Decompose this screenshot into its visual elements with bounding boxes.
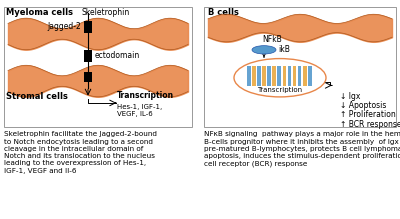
Bar bbox=[272, 66, 276, 85]
Bar bbox=[84, 21, 92, 33]
Bar bbox=[84, 72, 92, 82]
Bar bbox=[293, 66, 296, 85]
Bar bbox=[252, 66, 256, 85]
Bar bbox=[204, 7, 396, 127]
Bar bbox=[308, 66, 312, 85]
Bar bbox=[282, 66, 286, 85]
Bar bbox=[267, 66, 271, 85]
Text: Transcription: Transcription bbox=[117, 91, 174, 100]
Bar bbox=[257, 66, 261, 85]
Text: ikB: ikB bbox=[278, 45, 290, 54]
Text: Hes-1, IGF-1,
VEGF, IL-6: Hes-1, IGF-1, VEGF, IL-6 bbox=[117, 104, 162, 117]
Bar bbox=[278, 66, 281, 85]
Text: ectodomain: ectodomain bbox=[94, 51, 140, 60]
Bar bbox=[4, 7, 192, 127]
Text: NFκB signaling  pathway plays a major role in the hemostasis of
B-cells prognito: NFκB signaling pathway plays a major rol… bbox=[204, 131, 400, 167]
Text: Transcription: Transcription bbox=[258, 87, 302, 93]
Text: B cells: B cells bbox=[208, 8, 239, 17]
Bar bbox=[262, 66, 266, 85]
Text: ↓ Igx: ↓ Igx bbox=[340, 92, 360, 101]
Ellipse shape bbox=[252, 46, 276, 54]
Text: Myeloma cells: Myeloma cells bbox=[6, 8, 73, 17]
Text: ↓ Apoptosis: ↓ Apoptosis bbox=[340, 101, 386, 110]
Text: ↑ Proliferation: ↑ Proliferation bbox=[340, 110, 396, 119]
Text: NFkB: NFkB bbox=[262, 35, 282, 44]
Text: Skeletrophin: Skeletrophin bbox=[82, 8, 130, 17]
Text: Stromal cells: Stromal cells bbox=[6, 92, 68, 101]
Bar bbox=[288, 66, 291, 85]
Bar bbox=[84, 50, 92, 62]
Ellipse shape bbox=[234, 58, 326, 97]
Bar bbox=[298, 66, 302, 85]
Text: Skeletrophin facilitate the Jagged-2-bound
to Notch endocytosis leading to a sec: Skeletrophin facilitate the Jagged-2-bou… bbox=[4, 131, 157, 174]
Bar bbox=[247, 66, 250, 85]
Bar bbox=[303, 66, 306, 85]
Text: Jagged-2: Jagged-2 bbox=[48, 22, 82, 32]
Text: ↑ BCR response: ↑ BCR response bbox=[340, 120, 400, 129]
